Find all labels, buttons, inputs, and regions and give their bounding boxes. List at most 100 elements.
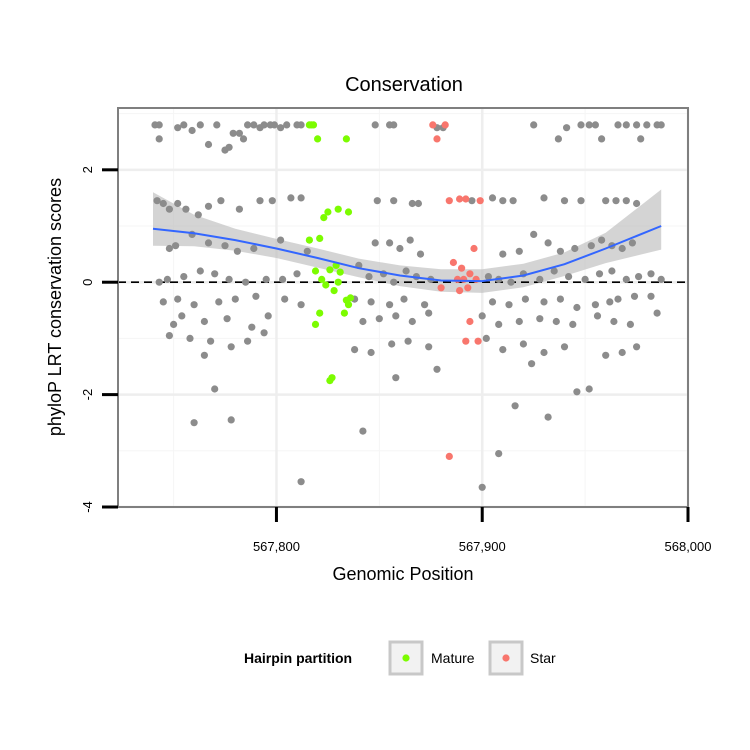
point-other	[530, 230, 538, 238]
point-other	[270, 121, 278, 129]
point-other	[182, 205, 190, 213]
x-tick-label: 568,000	[665, 539, 712, 554]
point-other	[573, 388, 581, 396]
point-other	[478, 312, 486, 320]
point-other	[367, 348, 375, 357]
point-star	[441, 121, 449, 129]
point-other	[194, 211, 202, 219]
point-other	[628, 239, 637, 247]
point-other	[499, 197, 507, 205]
point-mature	[344, 208, 353, 216]
point-star	[429, 121, 437, 129]
point-star	[445, 197, 453, 205]
legend: Hairpin partition Mature Star	[244, 640, 556, 676]
plot-panel-border	[117, 107, 689, 508]
point-mature	[344, 301, 353, 309]
point-other	[155, 121, 163, 129]
point-other	[359, 317, 367, 326]
point-other	[630, 292, 639, 300]
point-mature	[336, 268, 344, 276]
y-tick-label: -4	[80, 501, 95, 513]
point-other	[528, 360, 536, 368]
point-other	[536, 275, 544, 283]
x-axis-label: Genomic Position	[332, 564, 473, 584]
point-other	[204, 202, 213, 210]
point-other	[614, 295, 622, 303]
point-other	[225, 143, 233, 151]
point-other	[303, 247, 311, 255]
point-other	[515, 317, 523, 326]
point-other	[544, 413, 552, 421]
point-mature	[330, 287, 338, 295]
legend-title: Hairpin partition	[244, 650, 352, 666]
y-axis: -4 -2 0 2	[80, 166, 118, 513]
point-other	[618, 244, 626, 253]
point-other	[170, 320, 178, 328]
point-mature	[311, 267, 320, 275]
point-other	[554, 135, 563, 143]
point-other	[622, 121, 630, 129]
point-other	[637, 135, 645, 143]
point-other	[180, 121, 188, 129]
point-other	[200, 351, 208, 359]
y-tick-label: -2	[80, 389, 95, 401]
point-other	[233, 247, 241, 255]
point-star	[456, 195, 464, 203]
point-other	[204, 239, 213, 247]
point-other	[297, 121, 305, 129]
point-other	[211, 385, 219, 393]
point-other	[277, 236, 285, 244]
point-other	[186, 334, 194, 342]
point-other	[610, 317, 618, 326]
point-other	[560, 197, 569, 205]
point-other	[499, 250, 507, 258]
point-other	[213, 121, 221, 129]
point-other	[606, 298, 614, 306]
point-other	[577, 121, 585, 129]
point-other	[174, 124, 182, 132]
point-other	[256, 197, 264, 205]
point-other	[421, 301, 429, 309]
point-star	[433, 135, 441, 143]
point-other	[425, 309, 433, 317]
point-mature	[340, 309, 348, 317]
point-other	[244, 337, 252, 345]
smooth-confidence-band	[153, 189, 662, 293]
point-other	[484, 273, 492, 281]
point-other	[371, 121, 379, 129]
point-other	[406, 236, 414, 244]
point-other	[416, 250, 425, 258]
point-other	[602, 197, 610, 205]
point-star	[445, 452, 453, 460]
point-other	[217, 197, 225, 205]
point-other	[643, 121, 651, 129]
point-other	[657, 275, 665, 283]
point-other	[608, 267, 616, 275]
point-star	[464, 284, 472, 292]
point-other	[159, 199, 167, 208]
point-other	[283, 121, 291, 129]
point-other	[519, 340, 528, 348]
point-other	[478, 483, 486, 491]
point-other	[569, 320, 577, 328]
point-other	[235, 205, 243, 213]
point-other	[622, 275, 630, 283]
point-mature	[320, 214, 328, 222]
point-other	[207, 337, 215, 345]
point-other	[159, 298, 167, 306]
point-star	[437, 284, 445, 292]
point-other	[425, 343, 433, 351]
point-other	[359, 427, 367, 435]
x-axis: 567,800 567,900 568,000	[253, 507, 712, 554]
point-other	[260, 121, 268, 129]
point-star	[466, 317, 474, 326]
point-other	[223, 315, 231, 323]
point-other	[404, 337, 412, 345]
point-other	[560, 343, 569, 351]
point-other	[550, 267, 558, 275]
point-other	[388, 340, 396, 348]
point-other	[488, 298, 497, 306]
point-other	[633, 343, 641, 351]
point-other	[172, 242, 180, 250]
x-tick-label: 567,900	[459, 539, 506, 554]
